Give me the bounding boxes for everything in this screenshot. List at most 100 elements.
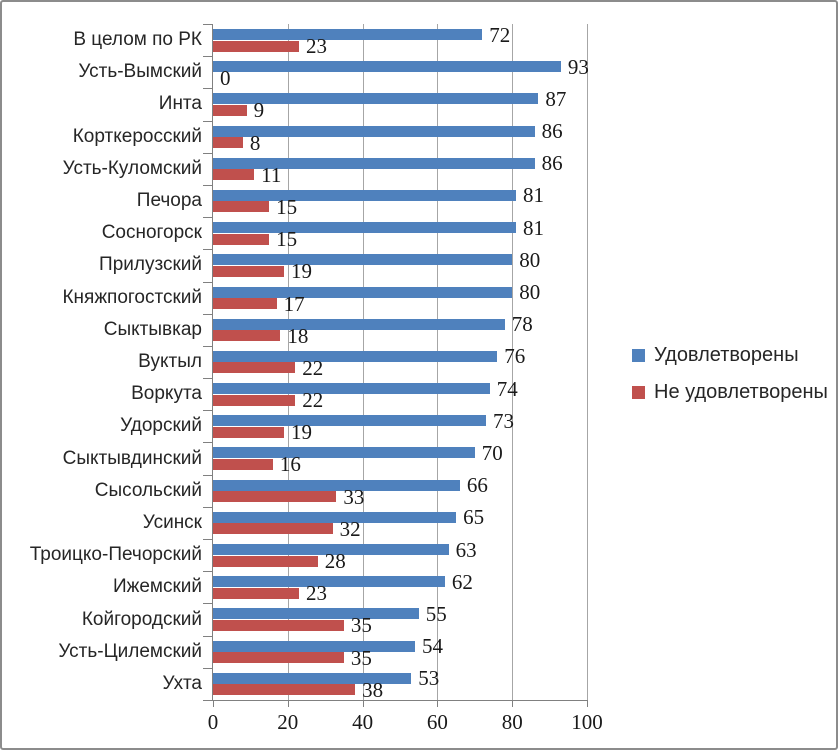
y-axis-tick [203, 88, 212, 90]
bar-not-satisfied [213, 201, 270, 213]
value-label-not-satisfied: 28 [324, 549, 346, 574]
value-label-satisfied: 73 [493, 408, 515, 433]
category-label: Печора [136, 190, 202, 212]
y-axis-line [212, 24, 213, 700]
category-label: Удорский [120, 415, 202, 437]
value-label-not-satisfied: 17 [283, 291, 305, 316]
value-label-satisfied: 65 [463, 505, 485, 530]
value-label-not-satisfied: 19 [291, 259, 313, 284]
value-label-satisfied: 81 [522, 183, 544, 208]
value-label-satisfied: 72 [489, 22, 511, 47]
bar-satisfied [213, 576, 445, 588]
gridline-x-40 [362, 24, 364, 700]
bar-not-satisfied [213, 265, 285, 277]
bar-satisfied [213, 350, 498, 362]
value-label-satisfied: 87 [545, 86, 567, 111]
value-label-satisfied: 76 [504, 344, 526, 369]
value-label-not-satisfied: 11 [261, 162, 282, 187]
category-label: Сыктывкар [103, 318, 202, 340]
value-label-satisfied: 81 [522, 215, 544, 240]
category-label: Корткеросский [72, 125, 202, 147]
y-axis-tick [203, 152, 212, 154]
value-label-satisfied: 80 [519, 280, 541, 305]
value-label-not-satisfied: 33 [343, 484, 365, 509]
y-axis-tick [203, 120, 212, 122]
bar-not-satisfied [213, 458, 273, 470]
value-label-satisfied: 53 [418, 666, 440, 691]
legend-swatch-satisfied-icon [632, 349, 645, 362]
category-label: Усть-Вымский [78, 61, 202, 83]
gridline-x-80 [512, 24, 514, 700]
category-label: Койгородский [81, 608, 202, 630]
bar-not-satisfied [213, 298, 277, 310]
bar-satisfied [213, 318, 505, 330]
bar-satisfied [213, 222, 516, 234]
x-axis-tick [362, 700, 364, 707]
value-label-not-satisfied: 15 [276, 227, 298, 252]
bar-not-satisfied [213, 491, 337, 503]
bar-satisfied [213, 544, 449, 556]
value-label-not-satisfied: 9 [253, 98, 265, 123]
y-axis-tick [203, 345, 212, 347]
bar-not-satisfied [213, 426, 285, 438]
value-label-satisfied: 70 [481, 440, 503, 465]
value-label-not-satisfied: 18 [287, 323, 309, 348]
value-label-satisfied: 62 [451, 569, 473, 594]
bar-not-satisfied [213, 652, 344, 664]
x-axis-tick-label: 80 [501, 710, 523, 734]
y-axis-tick [203, 184, 212, 186]
value-label-not-satisfied: 15 [276, 194, 298, 219]
value-label-not-satisfied: 22 [302, 388, 324, 413]
bar-satisfied [213, 415, 487, 427]
x-axis-tick-label: 100 [571, 710, 603, 734]
category-label: Усть-Цилемский [58, 640, 202, 662]
x-axis-tick [512, 700, 514, 707]
x-axis-line [212, 700, 587, 701]
y-axis-tick [203, 667, 212, 669]
category-label: Усинск [142, 511, 202, 533]
value-label-not-satisfied: 32 [339, 516, 361, 541]
x-axis-tick [587, 700, 588, 707]
bar-satisfied [213, 93, 539, 105]
bar-not-satisfied [213, 330, 281, 342]
x-axis-tick [213, 700, 214, 707]
y-axis-tick [203, 281, 212, 283]
y-axis-tick [203, 571, 212, 573]
bar-not-satisfied [213, 169, 255, 181]
bar-satisfied [213, 447, 475, 459]
x-axis-tick-label: 60 [426, 710, 448, 734]
category-label: Воркута [131, 383, 202, 405]
bar-satisfied [213, 672, 412, 684]
y-axis-tick [203, 700, 212, 701]
legend-item-satisfied: Удовлетворены [632, 344, 828, 367]
y-axis-tick [203, 539, 212, 541]
bar-not-satisfied [213, 684, 356, 696]
value-label-not-satisfied: 35 [350, 645, 372, 670]
category-label: Сосногорск [101, 222, 202, 244]
category-label: Инта [158, 93, 202, 115]
x-axis-tick-label: 40 [352, 710, 374, 734]
bar-not-satisfied [213, 40, 300, 52]
category-label: В целом по РК [73, 29, 202, 51]
value-label-satisfied: 54 [421, 634, 443, 659]
bar-satisfied [213, 61, 561, 73]
value-label-not-satisfied: 8 [249, 130, 261, 155]
value-label-satisfied: 86 [541, 119, 563, 144]
bar-not-satisfied [213, 104, 247, 116]
value-label-satisfied: 80 [519, 247, 541, 272]
bar-not-satisfied [213, 362, 296, 374]
y-axis-tick [203, 410, 212, 412]
value-label-not-satisfied: 38 [362, 677, 384, 702]
bar-satisfied [213, 511, 457, 523]
gridline-x-60 [437, 24, 439, 700]
y-axis-tick [203, 249, 212, 251]
bar-satisfied [213, 157, 535, 169]
gridline-x-20 [287, 24, 289, 700]
legend-item-not-satisfied: Не удовлетворены [632, 381, 828, 404]
y-axis-tick [203, 24, 212, 25]
bar-satisfied [213, 29, 483, 40]
value-label-satisfied: 74 [496, 376, 518, 401]
x-axis-tick [437, 700, 439, 707]
bar-satisfied [213, 125, 535, 137]
